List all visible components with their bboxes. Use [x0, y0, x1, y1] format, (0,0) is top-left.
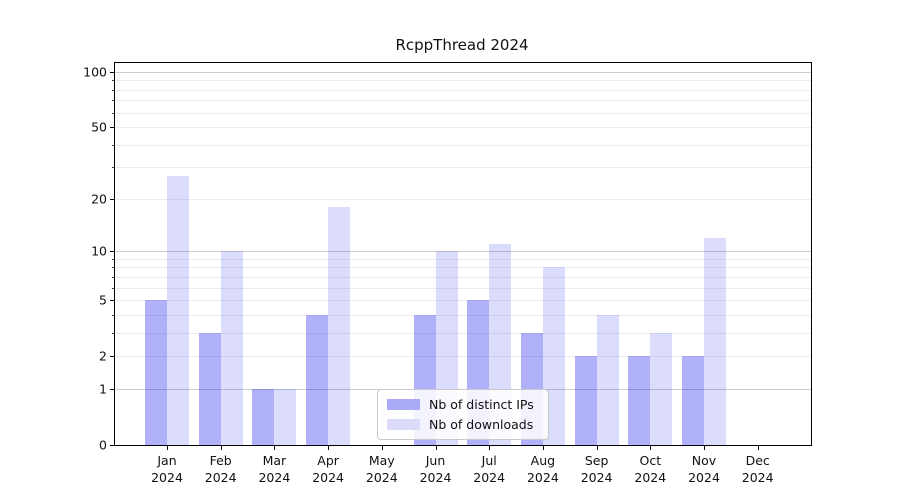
gridline-minor: [115, 332, 811, 334]
bar-distinct-ips: [252, 388, 275, 445]
x-axis-tick-label: Aug 2024: [526, 453, 559, 485]
gridline-minor: [115, 356, 811, 358]
gridline-major: [115, 71, 811, 73]
gridline-minor: [115, 287, 811, 289]
y-axis-tick-label: 2: [99, 348, 107, 364]
y-axis-minor-tick: [112, 314, 114, 316]
bar-downloads: [704, 237, 726, 445]
y-axis-tick-label: 50: [91, 119, 107, 135]
gridline-major: [115, 251, 811, 253]
y-axis-minor-tick: [112, 80, 114, 82]
x-axis-tick-label: May 2024: [365, 453, 398, 485]
bar-downloads: [167, 175, 189, 445]
x-axis-tick: [167, 446, 168, 450]
x-axis-tick-label: Feb 2024: [204, 453, 237, 485]
y-axis-tick-label: 100: [83, 64, 107, 80]
y-axis-tick: [110, 198, 114, 200]
y-axis-tick-label: 0: [99, 437, 107, 453]
legend-swatch-downloads: [387, 419, 420, 430]
y-axis-tick: [110, 251, 114, 253]
y-axis-minor-tick: [112, 144, 114, 146]
gridline-minor: [115, 100, 811, 102]
bar-distinct-ips: [145, 300, 167, 445]
x-axis-tick: [596, 446, 598, 450]
legend-label-downloads: Nb of downloads: [429, 417, 534, 432]
y-axis-tick: [110, 388, 114, 390]
y-axis-minor-tick: [112, 258, 114, 260]
gridline-minor: [115, 127, 811, 129]
y-axis-minor-tick: [112, 167, 114, 169]
bar-downloads: [328, 207, 351, 445]
y-axis-minor-tick: [112, 267, 114, 269]
x-axis-tick: [650, 446, 652, 450]
y-axis-tick: [110, 71, 114, 73]
x-axis-tick: [435, 446, 437, 450]
x-axis-tick-label: Sep 2024: [580, 453, 613, 485]
y-axis-tick: [110, 300, 114, 302]
y-axis-minor-tick: [112, 276, 114, 278]
y-axis-tick-label: 10: [91, 243, 107, 259]
x-axis-tick: [274, 446, 276, 450]
bar-distinct-ips: [628, 356, 651, 445]
y-axis-minor-tick: [112, 100, 114, 102]
x-axis-tick-label: Jun 2024: [419, 453, 452, 485]
gridline-minor: [115, 258, 811, 260]
gridline-minor: [115, 80, 811, 82]
legend: Nb of distinct IPs Nb of downloads: [377, 389, 549, 440]
legend-item-distinct-ips: Nb of distinct IPs: [387, 397, 539, 412]
x-axis-tick-label: Jan 2024: [151, 453, 183, 485]
gridline-minor: [115, 167, 811, 169]
bar-downloads: [596, 314, 619, 445]
gridline-minor: [115, 276, 811, 278]
y-axis-minor-tick: [112, 287, 114, 289]
legend-item-downloads: Nb of downloads: [387, 417, 539, 432]
bar-distinct-ips: [682, 356, 704, 445]
x-axis-tick: [220, 446, 222, 450]
bar-downloads: [274, 388, 297, 445]
y-axis-tick: [110, 127, 114, 129]
x-axis-tick: [381, 446, 383, 450]
y-axis-minor-tick: [112, 112, 114, 114]
x-axis-tick: [704, 446, 705, 450]
gridline-minor: [115, 314, 811, 316]
x-axis-tick-label: Mar 2024: [258, 453, 291, 485]
gridline-minor: [115, 112, 811, 114]
x-axis-tick: [542, 446, 544, 450]
y-axis-tick-label: 20: [91, 191, 107, 207]
bar-distinct-ips: [574, 356, 597, 445]
legend-label-distinct-ips: Nb of distinct IPs: [429, 397, 534, 412]
x-axis-tick: [757, 446, 759, 450]
bar-distinct-ips: [198, 332, 221, 445]
gridline-minor: [115, 267, 811, 269]
x-axis-tick-label: Nov 2024: [688, 453, 720, 485]
x-axis-tick-label: Dec 2024: [741, 453, 774, 485]
bar-downloads: [220, 251, 243, 445]
x-axis-tick-label: Jul 2024: [473, 453, 506, 485]
x-axis-tick: [328, 446, 330, 450]
y-axis-tick: [110, 356, 114, 358]
gridline-minor: [115, 198, 811, 200]
y-axis-tick-label: 1: [99, 381, 107, 397]
gridline-minor: [115, 300, 811, 302]
y-axis-tick: [110, 445, 114, 446]
chart-title: RcppThread 2024: [395, 36, 529, 54]
y-axis-minor-tick: [112, 332, 114, 334]
x-axis-tick-label: Apr 2024: [312, 453, 344, 485]
gridline-minor: [115, 89, 811, 91]
gridline-minor: [115, 144, 811, 146]
plot-area: 0 1 2 5 10 20 50 100 Jan 2024 Feb 2024 Mar 2024 Apr 202…: [83, 62, 812, 485]
y-axis-minor-tick: [112, 89, 114, 91]
x-axis-tick-label: Oct 2024: [634, 453, 667, 485]
legend-swatch-distinct-ips: [387, 399, 420, 410]
x-axis-tick: [489, 446, 491, 450]
bar-downloads: [650, 332, 673, 445]
bar-distinct-ips: [306, 314, 329, 445]
y-axis-tick-label: 5: [99, 292, 107, 308]
